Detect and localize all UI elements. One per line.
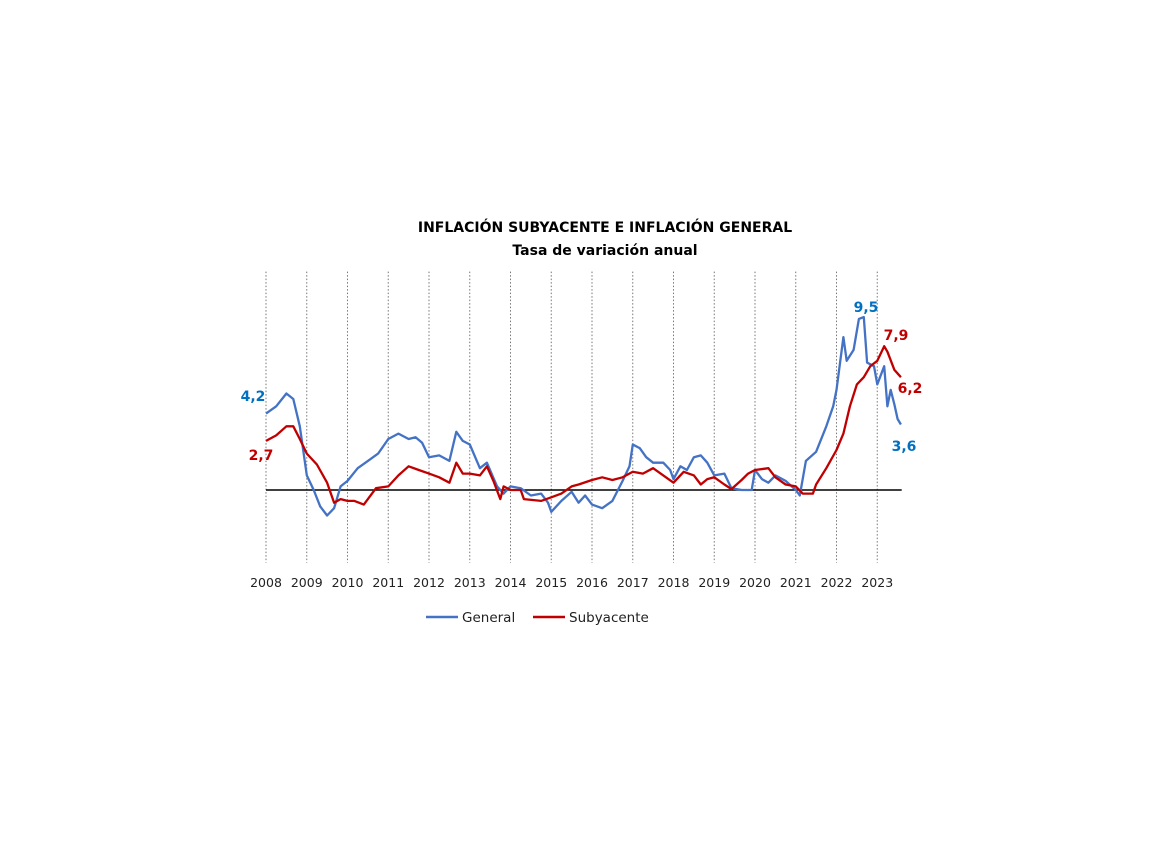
data-label-general: 4,2	[241, 389, 266, 405]
series-line-general	[265, 315, 902, 517]
x-tick-label: 2015	[535, 575, 567, 590]
x-tick-label: 2016	[576, 575, 608, 590]
data-label-subyacente: 7,9	[884, 328, 909, 344]
x-tick-label: 2013	[454, 575, 486, 590]
x-tick-label: 2023	[861, 575, 893, 590]
series-line-subyacente	[265, 345, 902, 506]
x-tick-label: 2020	[739, 575, 771, 590]
x-tick-label: 2008	[250, 575, 282, 590]
x-tick-label: 2019	[698, 575, 730, 590]
legend-label-general: General	[462, 610, 515, 626]
x-tick-label: 2010	[332, 575, 364, 590]
chart-subtitle: Tasa de variación anual	[512, 243, 697, 259]
x-tick-labels: 2008 2009 2010 2011 2012 2013 2014 2015 2016 2017…	[250, 575, 893, 590]
data-label-general: 3,6	[892, 439, 917, 455]
x-tick-label: 2018	[658, 575, 690, 590]
data-label-subyacente: 2,7	[249, 448, 274, 464]
data-label-subyacente: 6,2	[898, 381, 923, 397]
legend: General Subyacente	[426, 610, 649, 626]
x-tick-label: 2012	[413, 575, 445, 590]
x-tick-label: 2017	[617, 575, 649, 590]
gridlines	[265, 271, 878, 563]
x-tick-label: 2014	[495, 575, 527, 590]
series-lines	[265, 315, 902, 517]
chart-title: INFLACIÓN SUBYACENTE E INFLACIÓN GENERAL	[418, 218, 792, 236]
x-tick-label: 2022	[821, 575, 853, 590]
x-tick-label: 2009	[291, 575, 323, 590]
legend-label-subyacente: Subyacente	[569, 610, 649, 626]
data-label-general: 9,5	[854, 300, 879, 316]
data-labels: 4,2 2,7 9,5 7,9 6,2 3,6	[241, 300, 923, 464]
x-tick-label: 2021	[780, 575, 812, 590]
x-tick-label: 2011	[372, 575, 404, 590]
